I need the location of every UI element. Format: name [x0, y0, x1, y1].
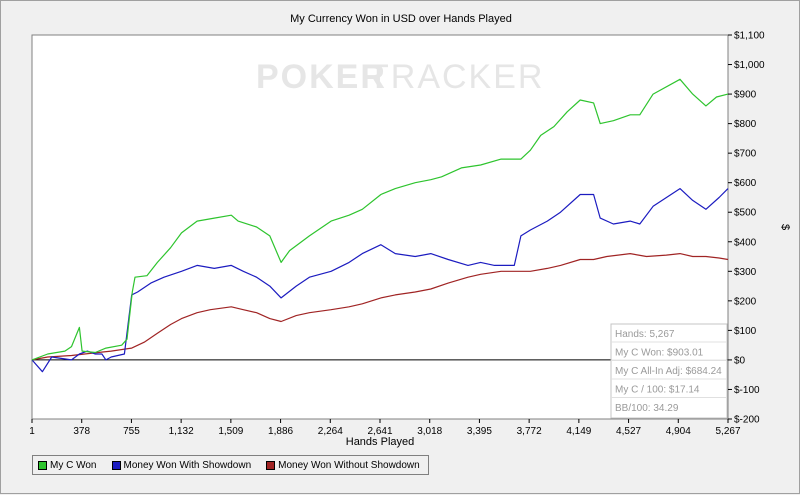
y-tick-label: $700 — [734, 149, 757, 160]
y-tick-label: $300 — [734, 267, 757, 278]
y-tick-label: $400 — [734, 237, 757, 248]
legend: My C Won Money Won With Showdown Money Won… — [32, 455, 429, 475]
x-tick-label: 378 — [73, 426, 90, 437]
y-tick-label: $1,000 — [734, 60, 765, 71]
x-tick-label: 4,527 — [616, 426, 641, 437]
series-line-my-c-won — [31, 78, 729, 361]
x-tick-label: 4,904 — [666, 426, 691, 437]
series-line-money-won-with-showdown — [31, 188, 729, 373]
x-tick-label: 1,509 — [218, 426, 243, 437]
x-axis: 1 378 755 1,132 1,509 1,886 2,264 2,641 3,018 3,3… — [29, 419, 741, 437]
pokertracker-watermark: POKER TRACKER — [256, 58, 544, 96]
stats-line: BB/100: 34.29 — [615, 403, 679, 414]
legend-swatch — [266, 460, 276, 470]
legend-label: Money Won Without Showdown — [278, 459, 420, 471]
legend-label: Money Won With Showdown — [123, 459, 252, 471]
x-tick-label: 1,132 — [169, 426, 194, 437]
series-layer — [31, 78, 729, 373]
legend-label: My C Won — [50, 459, 97, 471]
legend-item: Money Won Without Showdown — [266, 460, 420, 471]
x-tick-label: 2,641 — [367, 426, 392, 437]
y-tick-label: $900 — [734, 90, 757, 101]
y-tick-label: $500 — [734, 208, 757, 219]
y-tick-label: $100 — [734, 326, 757, 337]
stats-line: Hands: 5,267 — [615, 329, 675, 340]
watermark-tracker: TRACKER — [368, 58, 544, 96]
legend-swatch — [38, 460, 47, 470]
y-tick-label: $-100 — [734, 385, 760, 396]
y-tick-label: $1,100 — [734, 31, 765, 42]
x-axis-label: Hands Played — [346, 436, 415, 448]
legend-swatch — [111, 460, 121, 470]
y-tick-label: $0 — [734, 355, 746, 366]
x-tick-label: 3,772 — [517, 426, 542, 437]
y-tick-label: $600 — [734, 178, 757, 189]
x-tick-label: 4,149 — [566, 426, 591, 437]
y-tick-label: $800 — [734, 119, 757, 130]
y-tick-label: $-200 — [734, 415, 760, 426]
y-tick-label: $200 — [734, 296, 757, 307]
x-tick-label: 3,395 — [467, 426, 492, 437]
x-tick-label: 755 — [123, 426, 140, 437]
series-line-money-won-without-showdown — [31, 253, 729, 361]
stats-box-background — [610, 323, 728, 419]
stats-line: My C Won: $903.01 — [615, 348, 704, 359]
chart-title: My Currency Won in USD over Hands Played — [290, 13, 512, 25]
stats-tooltip: Hands: 5,267 My C Won: $903.01 My C All-In… — [610, 323, 728, 419]
legend-item: Money Won With Showdown — [111, 459, 252, 471]
x-tick-label: 3,018 — [417, 426, 442, 437]
y-axis-label: $ — [779, 224, 791, 230]
stats-line: My C All-In Adj: $684.24 — [615, 366, 722, 377]
x-tick-label: 2,264 — [318, 426, 343, 437]
x-tick-label: 1 — [29, 426, 35, 437]
x-tick-label: 1,886 — [268, 426, 293, 437]
x-tick-label: 5,267 — [715, 426, 740, 437]
legend-item: My C Won — [38, 460, 97, 471]
watermark-poker: POKER — [256, 58, 387, 96]
stats-line: My C / 100: $17.14 — [615, 385, 700, 396]
y-axis: $1,100 $1,000 $900 $800 $700 $600 $500 $400 $300… — [728, 31, 765, 426]
pokertracker-watermark-overlay: POKER TRACKER — [256, 58, 544, 96]
